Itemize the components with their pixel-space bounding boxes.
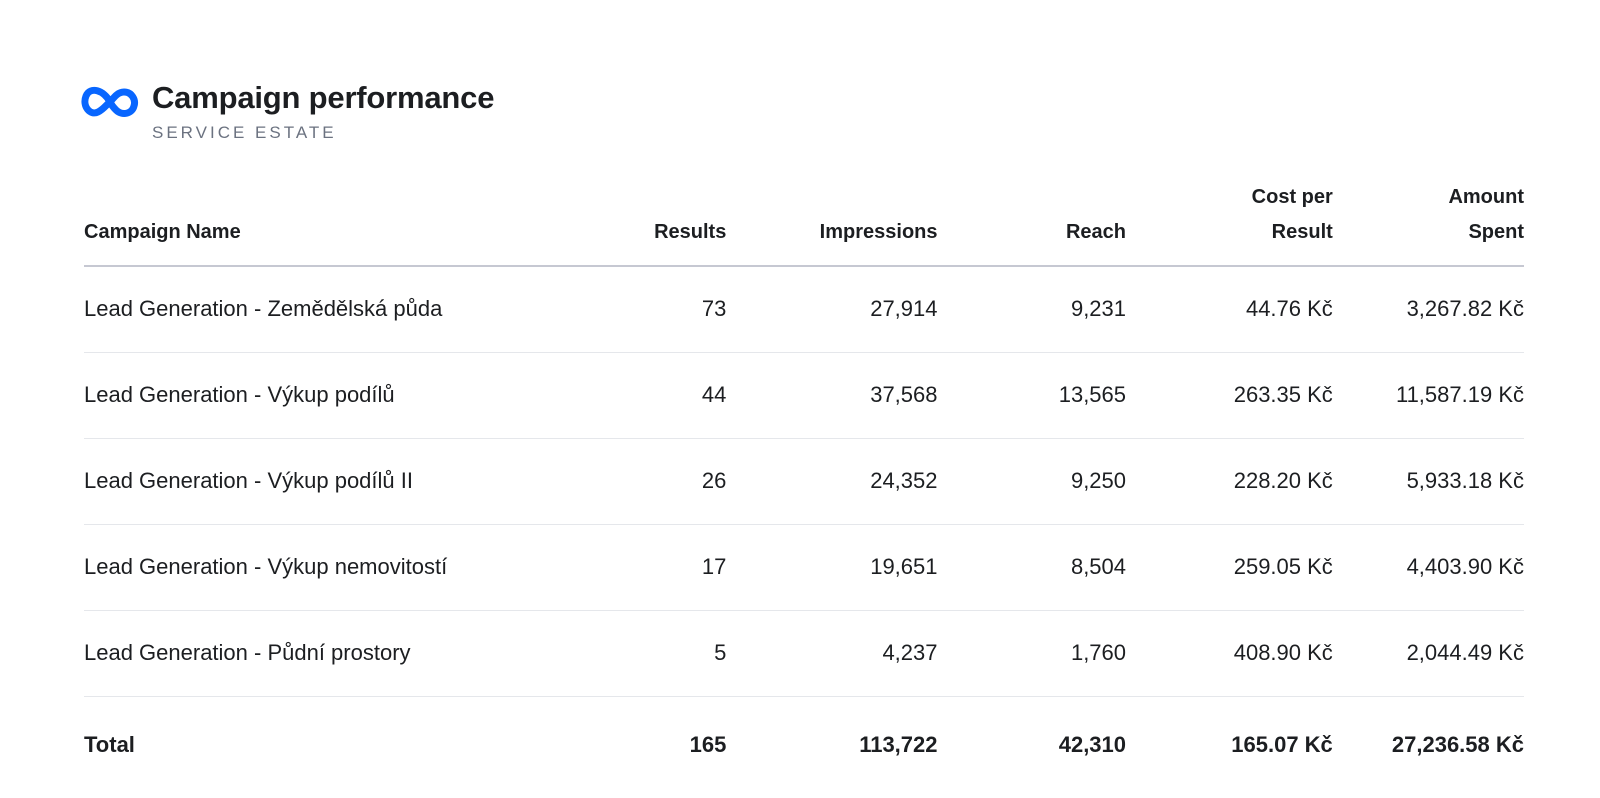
campaign-table: Campaign Name Results Impressions Reach … [84,180,1524,788]
cell-reach: 8,504 [937,524,1127,611]
cell-amount-spent: 3,267.82 Kč [1332,266,1524,353]
total-cost-per-result: 165.07 Kč [1231,732,1333,758]
total-results: 165 [689,732,727,758]
cell-cost-per-result: 44.76 Kč [1126,266,1333,353]
cell-results: 26 [523,438,727,525]
cell-results: 44 [523,352,727,439]
cell-cost-per-result: 228.20 Kč [1126,438,1333,525]
table-row: Lead Generation - Zemědělská půda 73 27,… [84,266,1524,353]
cell-reach: 13,565 [937,352,1127,439]
cell-impressions: 4,237 [726,610,938,697]
cell-cost-per-result: 408.90 Kč [1126,610,1333,697]
table-header-row: Campaign Name Results Impressions Reach … [84,180,1524,267]
cell-impressions: 27,914 [726,266,938,353]
total-label: Total [84,732,135,758]
cell-campaign-name: Lead Generation - Výkup nemovitostí [84,524,524,611]
column-header-impressions: Impressions [726,180,938,267]
column-header-results: Results [523,180,727,267]
table-row: Lead Generation - Půdní prostory 5 4,237… [84,610,1524,697]
total-reach: 42,310 [1058,732,1127,758]
cell-reach: 9,231 [937,266,1127,353]
cell-cost-per-result: 263.35 Kč [1126,352,1333,439]
cell-campaign-name: Lead Generation - Zemědělská půda [84,266,524,353]
table-row: Lead Generation - Výkup nemovitostí 17 1… [84,524,1524,611]
page-subtitle: SERVICE ESTATE [152,123,337,142]
column-header-amount-spent: Amount Spent [1332,180,1524,267]
cell-amount-spent: 2,044.49 Kč [1332,610,1524,697]
cell-amount-spent: 4,403.90 Kč [1332,524,1524,611]
table-row: Lead Generation - Výkup podílů II 26 24,… [84,438,1524,525]
report-header: Campaign performance SERVICE ESTATE [80,80,494,143]
cell-campaign-name: Lead Generation - Půdní prostory [84,610,524,697]
cell-results: 5 [523,610,727,697]
cell-campaign-name: Lead Generation - Výkup podílů [84,352,524,439]
cell-amount-spent: 11,587.19 Kč [1332,352,1524,439]
total-amount-spent: 27,236.58 Kč [1391,732,1524,758]
table-total-row: Total 165 113,722 42,310 165.07 Kč 27,23… [84,696,1524,788]
cell-impressions: 37,568 [726,352,938,439]
cell-campaign-name: Lead Generation - Výkup podílů II [84,438,524,525]
column-header-campaign-name: Campaign Name [84,180,524,267]
total-impressions: 113,722 [859,732,938,758]
table-row: Lead Generation - Výkup podílů 44 37,568… [84,352,1524,439]
page-title: Campaign performance [152,80,495,115]
meta-infinity-icon [81,86,138,117]
column-header-reach: Reach [937,180,1127,267]
column-header-cost-per-result: Cost per Result [1126,180,1333,267]
cell-impressions: 24,352 [726,438,938,525]
cell-reach: 9,250 [937,438,1127,525]
cell-results: 73 [523,266,727,353]
cell-amount-spent: 5,933.18 Kč [1332,438,1524,525]
cell-cost-per-result: 259.05 Kč [1126,524,1333,611]
cell-impressions: 19,651 [726,524,938,611]
cell-results: 17 [523,524,727,611]
cell-reach: 1,760 [937,610,1127,697]
